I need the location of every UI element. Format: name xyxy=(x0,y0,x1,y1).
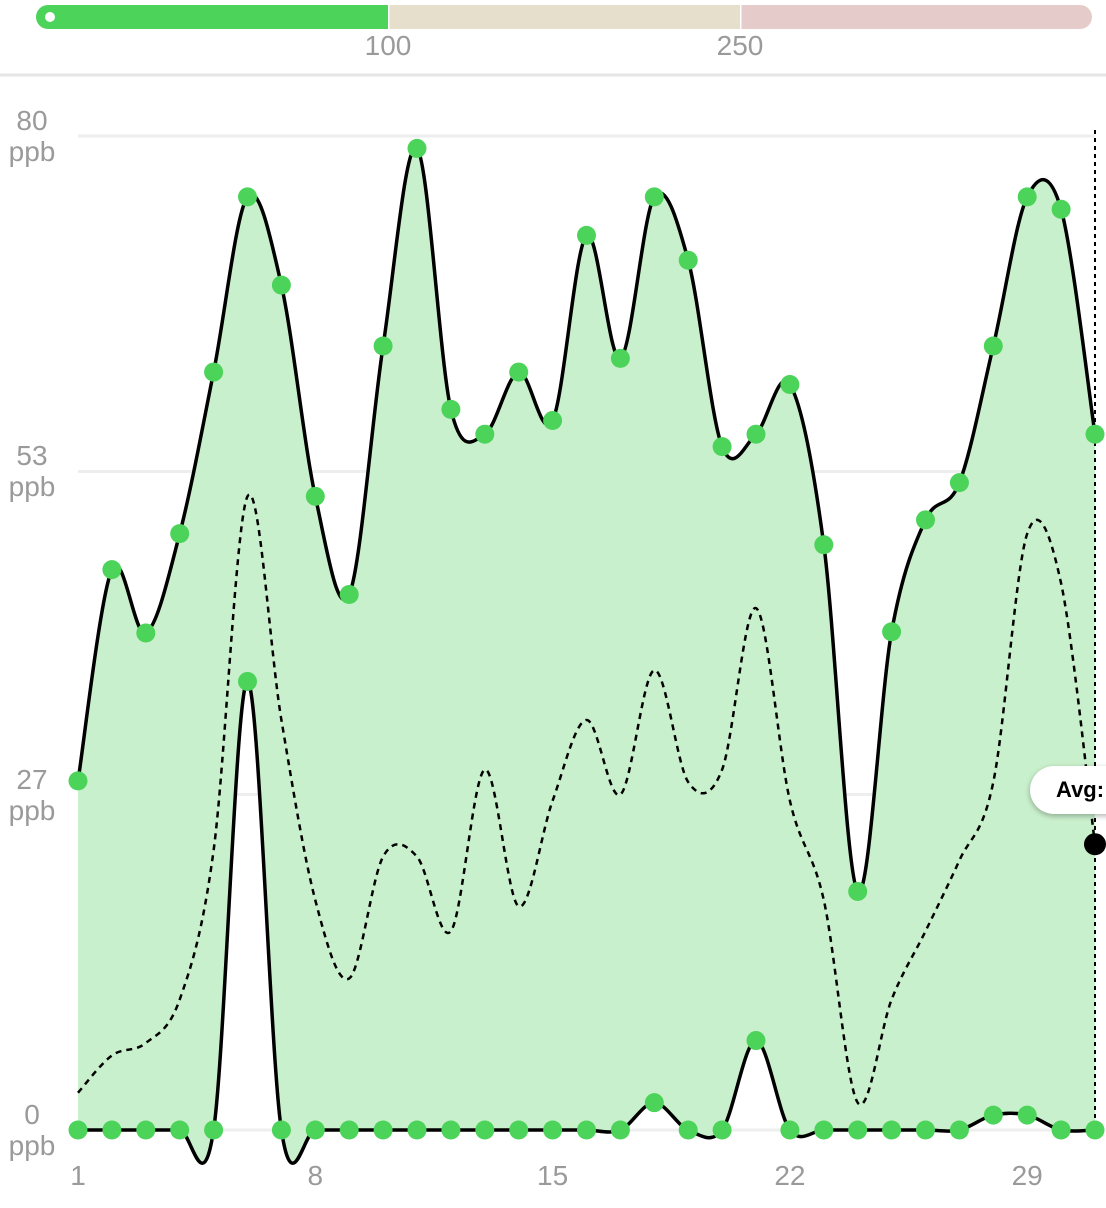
point xyxy=(170,1120,190,1140)
point xyxy=(68,1120,88,1140)
point xyxy=(441,399,461,419)
point xyxy=(271,1120,291,1140)
point xyxy=(1017,1105,1037,1125)
avg-point xyxy=(1084,833,1106,856)
point xyxy=(543,1120,563,1140)
point xyxy=(271,275,291,295)
point xyxy=(102,560,122,580)
point xyxy=(204,362,224,382)
point xyxy=(644,187,664,207)
avg-tooltip: Avg: xyxy=(1030,766,1106,814)
point xyxy=(712,1120,732,1140)
point xyxy=(882,622,902,642)
range-area xyxy=(78,147,1095,1164)
point xyxy=(543,411,563,431)
point xyxy=(916,510,935,530)
point xyxy=(475,424,495,444)
point xyxy=(678,250,698,270)
point xyxy=(644,1093,664,1113)
point xyxy=(577,225,596,245)
point xyxy=(780,375,800,394)
scale-segment xyxy=(389,5,740,29)
point xyxy=(678,1120,698,1140)
y-tick-label: 27 ppb xyxy=(8,763,56,826)
point xyxy=(339,584,359,604)
point xyxy=(475,1120,495,1140)
point xyxy=(577,1120,596,1140)
point xyxy=(68,771,88,791)
point xyxy=(814,535,834,555)
scale-label: 250 xyxy=(717,30,764,61)
point xyxy=(238,187,257,207)
point xyxy=(949,1120,969,1140)
point xyxy=(1085,1120,1105,1140)
point xyxy=(1085,424,1105,444)
point xyxy=(407,138,427,158)
scale-segment xyxy=(741,5,1092,29)
point xyxy=(848,1120,868,1140)
point xyxy=(1051,199,1071,219)
point xyxy=(712,437,732,457)
y-tick-label: 0 ppb xyxy=(8,1099,56,1161)
point xyxy=(509,362,529,382)
point xyxy=(746,424,766,444)
point xyxy=(102,1120,122,1140)
point xyxy=(1017,187,1037,207)
point xyxy=(1051,1120,1071,1140)
y-tick-label: 80 ppb xyxy=(8,105,56,167)
scale-indicator xyxy=(45,12,55,22)
point xyxy=(814,1120,834,1140)
scale-label: 100 xyxy=(365,30,412,61)
point xyxy=(610,1120,630,1140)
point xyxy=(339,1120,359,1140)
point xyxy=(746,1031,766,1051)
point xyxy=(509,1120,529,1140)
scale-segment xyxy=(36,5,388,29)
point xyxy=(204,1120,224,1140)
point xyxy=(441,1120,461,1140)
point xyxy=(949,473,969,493)
point xyxy=(882,1120,902,1140)
point xyxy=(610,348,630,368)
x-tick-label: 22 xyxy=(774,1160,805,1191)
x-tick-label: 15 xyxy=(537,1160,568,1191)
point xyxy=(305,1120,325,1140)
point xyxy=(780,1120,800,1140)
x-tick-label: 8 xyxy=(308,1160,324,1191)
point xyxy=(407,1120,427,1140)
point xyxy=(373,1120,393,1140)
point xyxy=(136,1120,156,1140)
y-tick-label: 53 ppb xyxy=(8,440,56,503)
x-tick-label: 29 xyxy=(1012,1160,1043,1191)
point xyxy=(983,336,1003,356)
point xyxy=(136,623,156,643)
avg-line xyxy=(77,493,1097,1106)
point xyxy=(848,881,868,901)
point xyxy=(983,1105,1003,1125)
point xyxy=(373,336,393,356)
point xyxy=(305,486,325,506)
point xyxy=(916,1120,935,1140)
point xyxy=(170,524,190,544)
x-tick-label: 1 xyxy=(70,1160,86,1191)
point xyxy=(238,671,257,691)
